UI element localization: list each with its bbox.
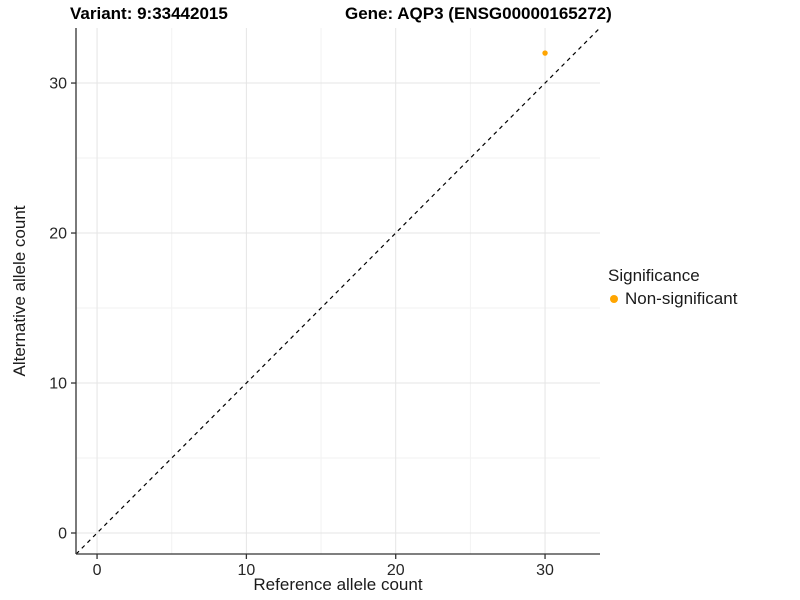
- legend: Significance Non-significant: [608, 266, 737, 309]
- x-tick-label: 30: [536, 562, 554, 579]
- x-tick-label: 20: [387, 562, 405, 579]
- plot-title-gene: Gene: AQP3 (ENSG00000165272): [345, 4, 612, 23]
- legend-title: Significance: [608, 266, 700, 285]
- y-tick-label: 20: [49, 226, 67, 243]
- y-axis-title: Alternative allele count: [10, 205, 29, 377]
- x-axis-title: Reference allele count: [253, 575, 423, 594]
- legend-dot-icon: [610, 295, 618, 303]
- x-tick-label: 10: [237, 562, 255, 579]
- legend-items: Non-significant: [608, 289, 737, 309]
- legend-item: Non-significant: [608, 289, 737, 309]
- legend-item-label: Non-significant: [625, 289, 738, 308]
- y-tick-label: 10: [49, 376, 67, 393]
- data-point: [542, 50, 548, 56]
- y-tick-label: 30: [49, 76, 67, 93]
- x-tick-label: 0: [93, 562, 102, 579]
- y-tick-label: 0: [58, 526, 67, 543]
- identity-dashed-line: [75, 27, 601, 555]
- plot-title-variant: Variant: 9:33442015: [70, 4, 228, 23]
